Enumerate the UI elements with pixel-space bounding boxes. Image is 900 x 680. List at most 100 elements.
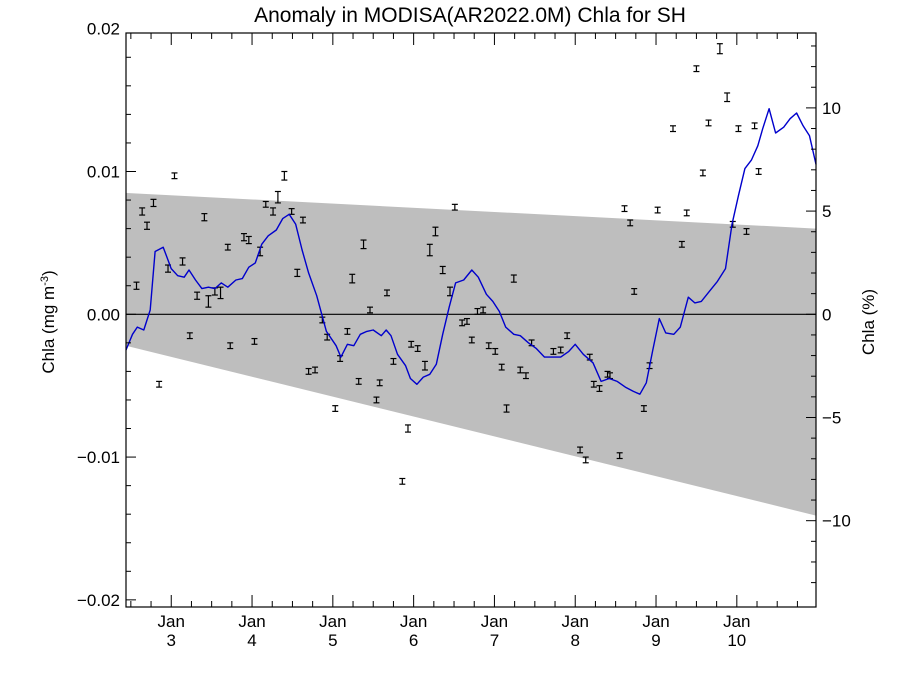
error-bar-point [251,337,258,345]
error-bar-point [312,366,319,374]
envelope-band-layer [126,192,816,516]
error-bar-point [755,168,762,175]
error-bar-point [582,456,589,464]
y-tick-label: −0.02 [77,591,120,610]
x-tick-month-label: Jan [723,612,750,631]
error-bar-point [179,257,186,266]
error-bar-point [390,357,397,365]
error-bar-point [262,200,269,208]
error-bar-point [150,198,157,208]
error-bar-point [294,268,301,278]
error-bar-point [305,367,312,375]
anomaly-line [125,108,817,395]
error-bar-point [590,380,597,388]
y-tick-label: 0.02 [87,20,120,39]
error-bar-point [227,342,234,350]
error-bar-point [627,219,634,227]
error-bar-point [716,43,723,55]
error-bar-point [426,243,433,257]
y-axis-label-left-main: Chla (mg m [39,286,58,374]
y-tick-label: 0.01 [87,163,120,182]
x-tick-month-label: Jan [158,612,185,631]
error-bar-point [480,306,487,314]
error-bar-point [404,424,411,433]
error-bar-point [133,281,140,290]
error-bar-point [414,345,421,353]
error-bar-point [399,477,406,485]
error-bar-point [144,221,151,230]
error-bar-point [550,347,557,355]
x-tick-month-label: Jan [481,612,508,631]
error-bar-point [205,295,212,308]
error-bar-layer [133,43,762,485]
x-tick-month-label: Jan [642,612,669,631]
y2-tick-label: 5 [822,202,831,221]
y2-tick-label: −5 [822,408,841,427]
y-axis-label-right: Chla (%) [859,289,878,355]
y-axis-label-left-close: ) [39,270,58,276]
x-tick-year-label: 7 [490,631,499,650]
error-bar-point [640,405,647,412]
axes-layer: 0.020.010.00−0.01−0.021050−5−10Jan3Jan4J… [77,20,851,650]
y2-tick-label: 0 [822,305,831,324]
error-bar-point [693,65,700,73]
error-bar-point [498,363,505,371]
error-bar-point [360,239,367,250]
error-bar-point [355,377,362,385]
error-bar-point [344,327,351,335]
x-tick-month-label: Jan [238,612,265,631]
error-bar-point [332,405,339,412]
error-bar-point [485,342,492,350]
error-bar-point [616,452,623,460]
plot-frame [125,32,817,608]
error-bar-point [349,273,356,284]
error-bar-point [274,190,281,204]
error-bar-point [139,207,146,216]
error-bar-point [240,233,247,242]
error-bar-point [171,172,178,180]
error-bar-point [156,380,163,388]
y-axis-label-left: Chla (mg m-3) [39,270,58,373]
y2-tick-label: 10 [822,99,841,118]
error-bar-point [367,306,374,314]
x-tick-year-label: 4 [247,631,256,650]
error-bar-point [376,379,383,387]
error-bar-point [503,404,510,413]
error-bar-point [699,169,706,177]
error-bar-point [654,206,661,214]
x-tick-month-label: Jan [400,612,427,631]
error-bar-point [743,228,750,235]
error-bar-point [439,265,446,275]
error-bar-point [596,385,603,392]
error-bar-point [459,319,466,327]
error-bar-point [557,346,564,354]
error-bar-point [383,289,390,297]
error-bar-point [451,203,458,211]
error-bar-point [468,336,475,344]
x-tick-year-label: 10 [727,631,746,650]
error-bar-point [517,366,524,374]
error-bar-point [678,240,685,248]
y-tick-label: 0.00 [87,305,120,324]
x-tick-year-label: 3 [167,631,176,650]
error-bar-point [474,307,481,315]
error-bar-point [299,216,306,224]
error-bar-point [683,209,690,217]
chart-title: Anomaly in MODISA(AR2022.0M) Chla for SH [254,4,686,27]
error-bar-point [194,291,201,300]
error-bar-point [669,125,676,133]
error-bar-point [577,446,584,454]
error-bar-point [463,317,470,325]
error-bar-point [270,207,277,216]
y-tick-label: −0.01 [77,448,120,467]
error-bar-point [522,372,529,380]
error-bar-point [201,213,208,222]
error-bar-point [705,119,712,127]
error-bar-point [224,243,231,251]
error-bar-point [631,287,638,295]
x-tick-month-label: Jan [319,612,346,631]
error-bar-point [621,205,628,213]
error-bar-point [373,396,380,404]
